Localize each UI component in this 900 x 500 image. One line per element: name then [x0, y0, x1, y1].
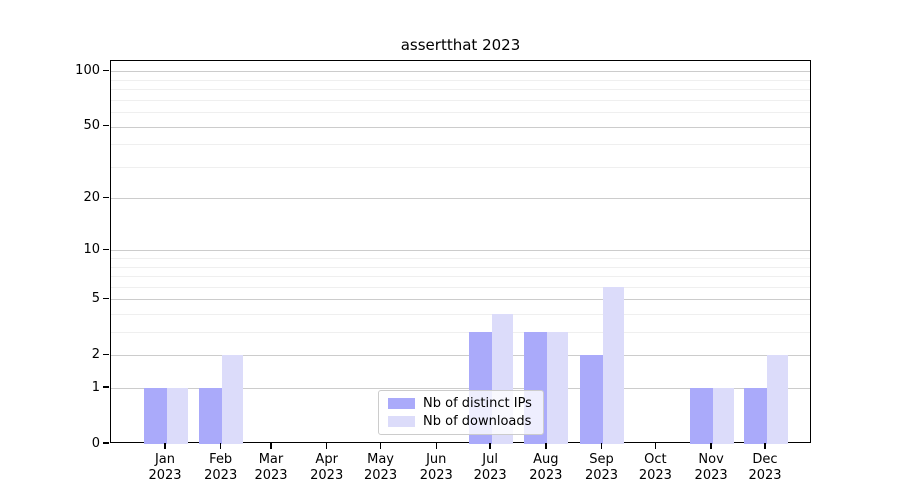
y-tick-mark: [103, 386, 109, 388]
legend-label-distinct-ips: Nb of distinct IPs: [423, 396, 532, 411]
x-axis-tick-label: Apr 2023: [310, 452, 344, 483]
minor-gridline: [111, 276, 810, 278]
minor-gridline: [111, 89, 810, 91]
x-tick-mark: [710, 443, 712, 449]
x-tick-mark: [270, 443, 272, 449]
plot-area: [110, 60, 811, 444]
minor-gridline: [111, 99, 810, 101]
minor-gridline: [111, 286, 810, 288]
major-gridline: [111, 126, 810, 128]
y-tick-mark: [103, 297, 109, 300]
major-gridline: [111, 388, 810, 390]
y-axis-tick-label: 50: [83, 118, 100, 134]
x-tick-mark: [654, 443, 657, 449]
bar-distinct-ips-nov: [689, 388, 713, 444]
x-axis-tick-label: Sep 2023: [584, 452, 619, 483]
legend: Nb of distinct IPs Nb of downloads: [378, 390, 544, 435]
major-gridline: [111, 71, 810, 73]
minor-gridline: [111, 79, 810, 81]
minor-gridline: [111, 144, 810, 146]
legend-swatch-distinct-ips: [388, 398, 415, 409]
legend-swatch-downloads: [388, 416, 415, 427]
x-axis-tick-label: Oct 2023: [638, 452, 672, 483]
y-axis-tick-label: 0: [91, 435, 100, 451]
y-axis-tick-label: 2: [91, 346, 100, 362]
x-axis-tick-label: Aug 2023: [529, 452, 563, 483]
major-gridline: [111, 355, 810, 357]
minor-gridline: [111, 332, 810, 334]
bar-distinct-ips-feb: [199, 388, 223, 444]
x-axis-tick-label: Jan 2023: [148, 452, 182, 483]
bar-downloads-sep: [603, 286, 625, 444]
major-gridline: [111, 299, 810, 301]
x-axis-tick-label: Mar 2023: [254, 452, 288, 483]
bar-downloads-jan: [166, 388, 188, 444]
minor-gridline: [111, 266, 810, 268]
minor-gridline: [111, 314, 810, 316]
y-axis-tick-label: 10: [83, 241, 100, 257]
bar-downloads-aug: [547, 332, 569, 444]
legend-item-distinct-ips: Nb of distinct IPs: [388, 396, 543, 411]
x-tick-mark: [325, 443, 328, 449]
x-tick-mark: [164, 443, 166, 449]
x-tick-mark: [600, 443, 603, 449]
x-tick-mark: [545, 443, 547, 449]
bar-downloads-dec: [766, 355, 788, 444]
x-tick-mark: [435, 443, 437, 449]
y-axis-tick-label: 5: [91, 290, 100, 306]
bar-distinct-ips-dec: [743, 388, 767, 444]
bar-downloads-feb: [222, 355, 244, 444]
legend-item-downloads: Nb of downloads: [388, 414, 543, 429]
major-gridline: [111, 250, 810, 252]
y-tick-mark: [103, 124, 109, 127]
chart-title: assertthat 2023: [400, 36, 521, 54]
bar-distinct-ips-jan: [143, 388, 167, 444]
y-tick-mark: [103, 353, 109, 355]
x-axis-tick-label: May 2023: [364, 452, 398, 483]
minor-gridline: [111, 112, 810, 114]
x-tick-mark: [219, 443, 222, 449]
y-tick-mark: [103, 248, 109, 251]
x-axis-tick-label: Dec 2023: [748, 452, 782, 483]
bar-downloads-nov: [712, 388, 734, 444]
legend-label-downloads: Nb of downloads: [423, 414, 532, 429]
y-axis-tick-label: 20: [83, 189, 100, 205]
x-tick-mark: [764, 443, 766, 449]
x-tick-mark: [379, 443, 382, 449]
x-axis-tick-label: Nov 2023: [694, 452, 728, 483]
x-axis-tick-label: Jul 2023: [473, 452, 507, 483]
bar-distinct-ips-sep: [580, 355, 604, 444]
major-gridline: [111, 198, 810, 200]
x-axis-tick-label: Jun 2023: [419, 452, 453, 483]
y-axis-tick-label: 100: [75, 62, 100, 78]
y-axis-tick-label: 1: [91, 379, 100, 395]
y-tick-mark: [103, 196, 109, 198]
x-axis-tick-label: Feb 2023: [204, 452, 238, 483]
y-tick-mark: [103, 442, 109, 444]
x-tick-mark: [489, 443, 491, 449]
y-tick-mark: [103, 69, 109, 72]
minor-gridline: [111, 166, 810, 168]
minor-gridline: [111, 258, 810, 260]
